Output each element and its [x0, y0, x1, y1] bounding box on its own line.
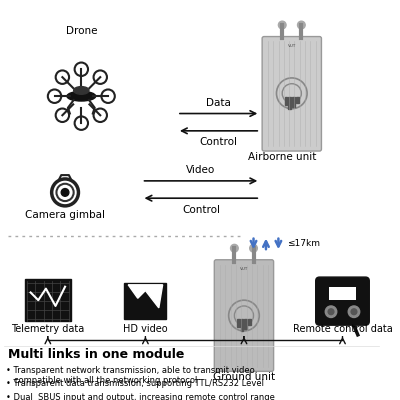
Text: Multi links in one module: Multi links in one module [8, 348, 184, 360]
Text: Video: Video [186, 165, 216, 175]
Text: ≤17km: ≤17km [287, 239, 320, 248]
Bar [292, 97, 295, 107]
Text: Drone: Drone [66, 26, 97, 36]
Bar [124, 283, 166, 320]
Text: Ground unit: Ground unit [213, 372, 275, 382]
Text: Telemetry data: Telemetry data [11, 324, 84, 334]
Bar [134, 316, 157, 320]
Text: Control: Control [182, 205, 220, 215]
Text: • Transparent data transmission, supporting TTL/RS232 Level: • Transparent data transmission, support… [6, 379, 264, 388]
Circle shape [328, 309, 334, 315]
Circle shape [348, 306, 360, 318]
Bar [244, 320, 247, 329]
Bar [288, 97, 291, 109]
Polygon shape [128, 285, 163, 308]
Bar [25, 279, 71, 321]
Circle shape [325, 306, 337, 318]
Text: HD video: HD video [123, 324, 168, 334]
Bar [241, 320, 244, 331]
Circle shape [351, 309, 357, 315]
Text: Data: Data [206, 98, 230, 108]
Circle shape [61, 188, 69, 196]
FancyBboxPatch shape [262, 36, 322, 151]
Bar [237, 320, 240, 327]
Bar [248, 320, 251, 325]
FancyBboxPatch shape [316, 277, 369, 325]
Circle shape [230, 244, 238, 252]
Text: Control: Control [199, 137, 237, 147]
Text: VUT: VUT [288, 44, 296, 48]
Text: Camera gimbal: Camera gimbal [25, 210, 105, 220]
FancyBboxPatch shape [214, 260, 274, 371]
Bar [329, 287, 356, 300]
Ellipse shape [67, 91, 96, 101]
Circle shape [298, 21, 305, 29]
Circle shape [250, 244, 257, 252]
Circle shape [146, 305, 156, 315]
Bar [285, 97, 288, 105]
Bar [296, 97, 299, 103]
Text: • Transparent network transmission, able to transmit video,
   compatible with a: • Transparent network transmission, able… [6, 366, 257, 385]
Text: Remote control data: Remote control data [293, 324, 392, 334]
Circle shape [278, 21, 286, 29]
Ellipse shape [74, 86, 89, 94]
Text: • Dual  SBUS input and output, increasing remote control range: • Dual SBUS input and output, increasing… [6, 392, 275, 400]
Text: VUT: VUT [240, 267, 248, 271]
Text: Airborne unit: Airborne unit [248, 152, 316, 162]
